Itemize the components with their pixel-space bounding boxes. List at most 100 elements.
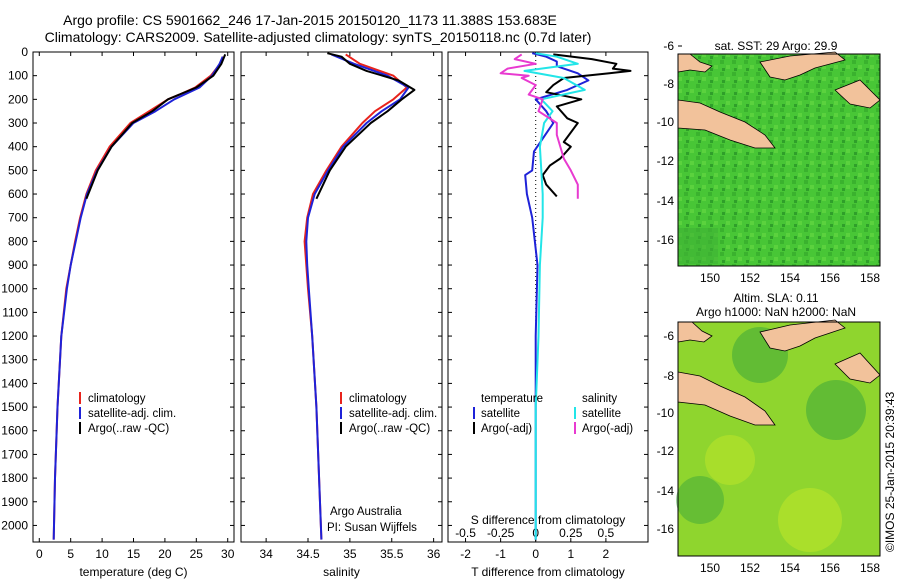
legend-s-satellite: satellite [582, 408, 621, 420]
lat-tick-label: -8 [663, 369, 674, 383]
x-tick-label: 30 [221, 547, 235, 561]
sla-blob [806, 380, 866, 440]
depth-tick-label: 900 [8, 258, 28, 272]
lat-tick-label: -10 [657, 115, 675, 129]
lon-tick-label: 150 [700, 561, 720, 575]
legend-s-argo: Argo(-adj) [582, 423, 633, 435]
land-solomons [834, 352, 881, 384]
x-axis-label: temperature (deg C) [79, 565, 187, 579]
series-line-argo-raw-qc- [85, 54, 227, 200]
x-tick-label: 35 [343, 547, 357, 561]
s-diff-tick-label: 0.5 [598, 526, 615, 540]
lon-tick-label: 154 [780, 271, 800, 285]
depth-tick-label: 1000 [1, 282, 28, 296]
sst-colorbox [678, 228, 718, 264]
legend-temperature-header: temperature [481, 393, 543, 405]
x-tick-label: 34.5 [296, 547, 320, 561]
sst-map-axes: -6 -8 -10 -12 -14 -16 150 152 154 156 158 [657, 39, 881, 285]
imos-watermark: ©IMOS 25-Jan-2015 20:39:43 [883, 391, 897, 552]
land-papua-tail [677, 371, 776, 426]
x-tick-label: 10 [95, 547, 109, 561]
sst-map [677, 51, 881, 267]
x-tick-label: -2 [460, 547, 471, 561]
panel-temperature: 0 5 10 15 20 25 30 temperature (deg C) [32, 51, 235, 579]
title-line-1: Argo profile: CS 5901662_246 17-Jan-2015… [63, 12, 557, 28]
legend-t-satellite: satellite [481, 408, 520, 420]
legend-argo: Argo(..raw -QC) [88, 423, 169, 435]
lon-tick-label: 156 [820, 561, 840, 575]
x-tick-label: 25 [190, 547, 204, 561]
x-axis-label: salinity [323, 565, 360, 579]
depth-tick-label: 1400 [1, 376, 28, 390]
lat-tick-label: -14 [657, 194, 675, 208]
sla-blob [705, 435, 755, 485]
temp-legend: climatology satellite-adj. clim. Argo(..… [79, 392, 176, 435]
x-tick-label: 20 [158, 547, 172, 561]
lat-tick-label: -6 [663, 329, 674, 343]
legend-climatology: climatology [88, 393, 146, 405]
sal-legend: climatology satellite-adj. clim. Argo(..… [340, 392, 437, 435]
lon-tick-label: 150 [700, 271, 720, 285]
x-tick-label: 36 [427, 547, 441, 561]
s-diff-tick-label: -0.25 [487, 526, 515, 540]
s-diff-tick-label: 0.25 [559, 526, 583, 540]
legend-climatology: climatology [349, 393, 407, 405]
sla-map-title-1: Altim. SLA: 0.11 [733, 291, 818, 305]
x-tick-label: 15 [127, 547, 141, 561]
depth-tick-label: 1900 [1, 495, 28, 509]
series-line-s-argo-adj- [499, 53, 579, 199]
depth-tick-label: 700 [8, 211, 28, 225]
depth-tick-label: 1200 [1, 329, 28, 343]
panel-salinity: 34 34.5 35 35.5 36 salinity [240, 51, 443, 579]
lat-tick-label: -16 [657, 522, 675, 536]
x-tick-label: 2 [603, 547, 610, 561]
depth-tick-label: 100 [8, 69, 28, 83]
panel-frame [240, 51, 443, 543]
credit-line-1: Argo Australia [330, 506, 402, 518]
land-solomons [834, 79, 881, 109]
legend-satellite: satellite-adj. clim. [88, 408, 176, 420]
legend-argo: Argo(..raw -QC) [349, 423, 430, 435]
sla-map [676, 319, 881, 557]
x-tick-label: 34 [259, 547, 273, 561]
depth-tick-label: 1800 [1, 471, 28, 485]
lon-tick-label: 152 [740, 271, 760, 285]
title-line-2: Climatology: CARS2009. Satellite-adjuste… [45, 29, 592, 45]
depth-tick-label: 1500 [1, 400, 28, 414]
land-new-guinea [677, 53, 713, 73]
lon-tick-label: 152 [740, 561, 760, 575]
depth-tick-label: 400 [8, 140, 28, 154]
land-papua-tail [677, 99, 776, 149]
depth-tick-label: 1600 [1, 424, 28, 438]
depth-tick-label: 0 [21, 45, 28, 59]
lon-tick-label: 156 [820, 271, 840, 285]
x-tick-label: 1 [567, 547, 574, 561]
lat-tick-label: -12 [657, 154, 675, 168]
lon-tick-label: 154 [780, 561, 800, 575]
x-axis-label: T difference from climatology [471, 565, 625, 579]
s-diff-tick-label: -0.5 [455, 526, 476, 540]
series-line-t-argo-adj- [541, 53, 632, 198]
legend-satellite: satellite-adj. clim. [349, 408, 437, 420]
panel-frame [447, 51, 649, 543]
sst-map-title: sat. SST: 29 Argo: 29.9 [715, 39, 838, 53]
sla-blob [676, 476, 724, 524]
lat-tick-label: -6 [663, 39, 674, 53]
depth-tick-label: 600 [8, 187, 28, 201]
x-tick-label: 5 [67, 547, 74, 561]
depth-tick-label: 300 [8, 116, 28, 130]
sla-map-title-2: Argo h1000: NaN h2000: NaN [696, 305, 856, 319]
x-tick-label: 0 [36, 547, 43, 561]
depth-tick-label: 200 [8, 92, 28, 106]
depth-tick-label: 800 [8, 234, 28, 248]
panel-frame [32, 51, 235, 543]
lon-tick-label: 158 [860, 271, 880, 285]
diff-legend: temperature satellite Argo(-adj) salinit… [473, 393, 633, 435]
depth-tick-label: 1700 [1, 447, 28, 461]
lat-tick-label: -8 [663, 77, 674, 91]
depth-tick-label: 2000 [1, 518, 28, 532]
depth-tick-label: 1300 [1, 353, 28, 367]
lon-tick-label: 158 [860, 561, 880, 575]
series-line-argo-raw-qc- [315, 52, 416, 200]
